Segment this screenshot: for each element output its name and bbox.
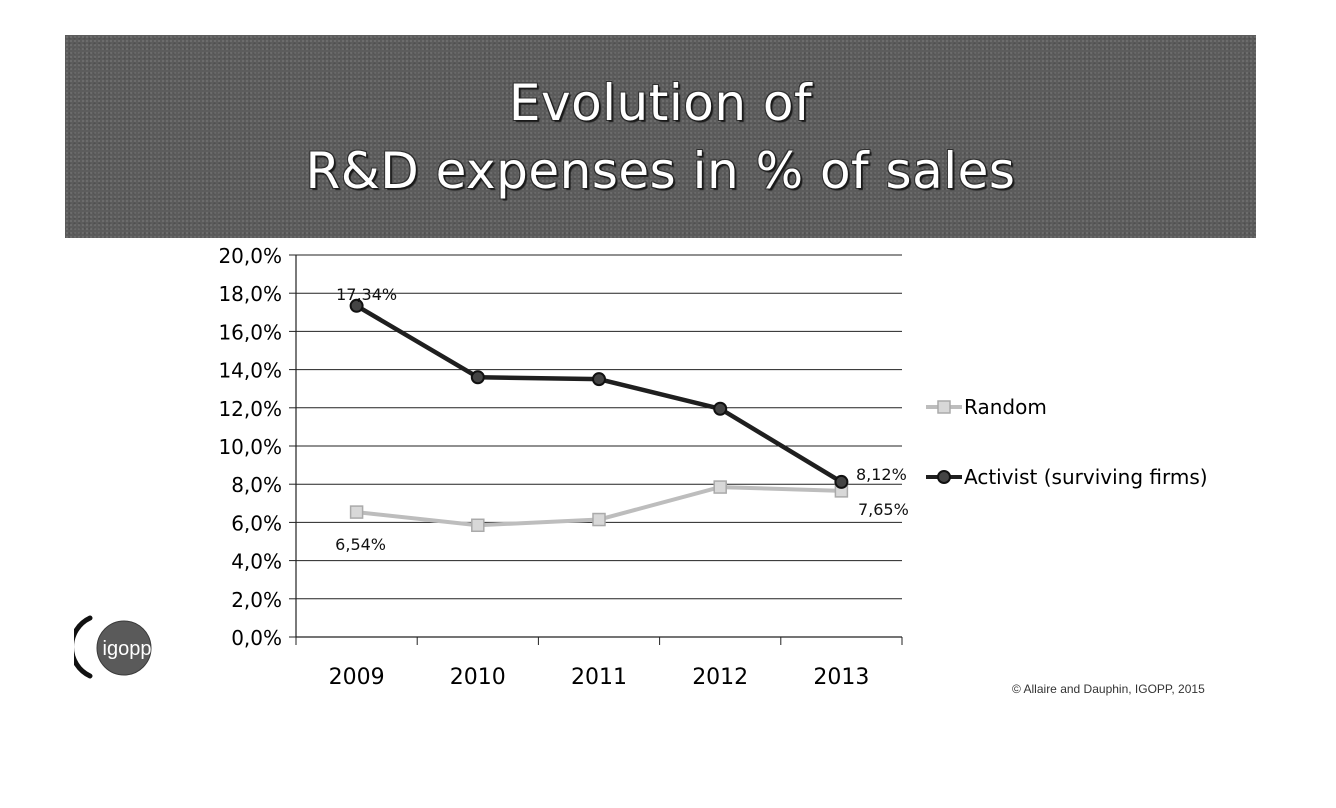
- data-label: 6,54%: [335, 535, 386, 554]
- y-tick-label: 18,0%: [218, 282, 282, 306]
- y-tick-label: 4,0%: [231, 550, 282, 574]
- legend-label: Activist (surviving firms): [964, 465, 1208, 489]
- data-point: [834, 474, 849, 489]
- data-point: [471, 518, 485, 533]
- y-tick-label: 8,0%: [231, 473, 282, 497]
- data-point: [592, 372, 606, 387]
- legend-swatch-marker: [937, 400, 951, 414]
- y-tick-label: 10,0%: [218, 435, 282, 459]
- legend-item: Activist (surviving firms): [926, 465, 1208, 489]
- title-line-1: Evolution of: [508, 73, 813, 132]
- x-tick-label: 2011: [571, 665, 627, 690]
- data-label: 8,12%: [856, 465, 907, 484]
- y-tick-label: 6,0%: [231, 511, 282, 535]
- y-tick-label: 2,0%: [231, 588, 282, 612]
- data-point: [713, 401, 728, 416]
- x-tick-label: 2009: [329, 665, 385, 690]
- data-point: [592, 512, 606, 527]
- y-tick-label: 0,0%: [231, 626, 282, 650]
- igopp-logo: igopp: [74, 615, 152, 679]
- legend-item: Random: [926, 395, 1047, 419]
- logo-text: igopp: [103, 638, 152, 660]
- series-line-2: [355, 303, 843, 484]
- title-line-2: R&D expenses in % of sales: [305, 141, 1016, 200]
- title-banner: Evolution of R&D expenses in % of sales: [65, 35, 1256, 238]
- data-point: [349, 505, 364, 519]
- y-tick-label: 14,0%: [218, 359, 282, 383]
- y-tick-label: 12,0%: [218, 397, 282, 421]
- y-tick-label: 16,0%: [218, 320, 282, 344]
- x-tick-label: 2010: [450, 665, 506, 690]
- x-tick-label: 2012: [692, 665, 748, 690]
- data-point: [470, 370, 485, 385]
- data-label: 17,34%: [336, 285, 397, 304]
- data-label: 7,65%: [858, 500, 909, 519]
- data-point: [713, 480, 727, 494]
- legend-label: Random: [964, 395, 1047, 419]
- x-tick-label: 2013: [813, 665, 869, 690]
- legend-swatch-marker: [937, 470, 951, 484]
- data-point: [349, 298, 364, 313]
- y-tick-label: 20,0%: [218, 244, 282, 268]
- copyright-note: © Allaire and Dauphin, IGOPP, 2015: [1012, 682, 1205, 696]
